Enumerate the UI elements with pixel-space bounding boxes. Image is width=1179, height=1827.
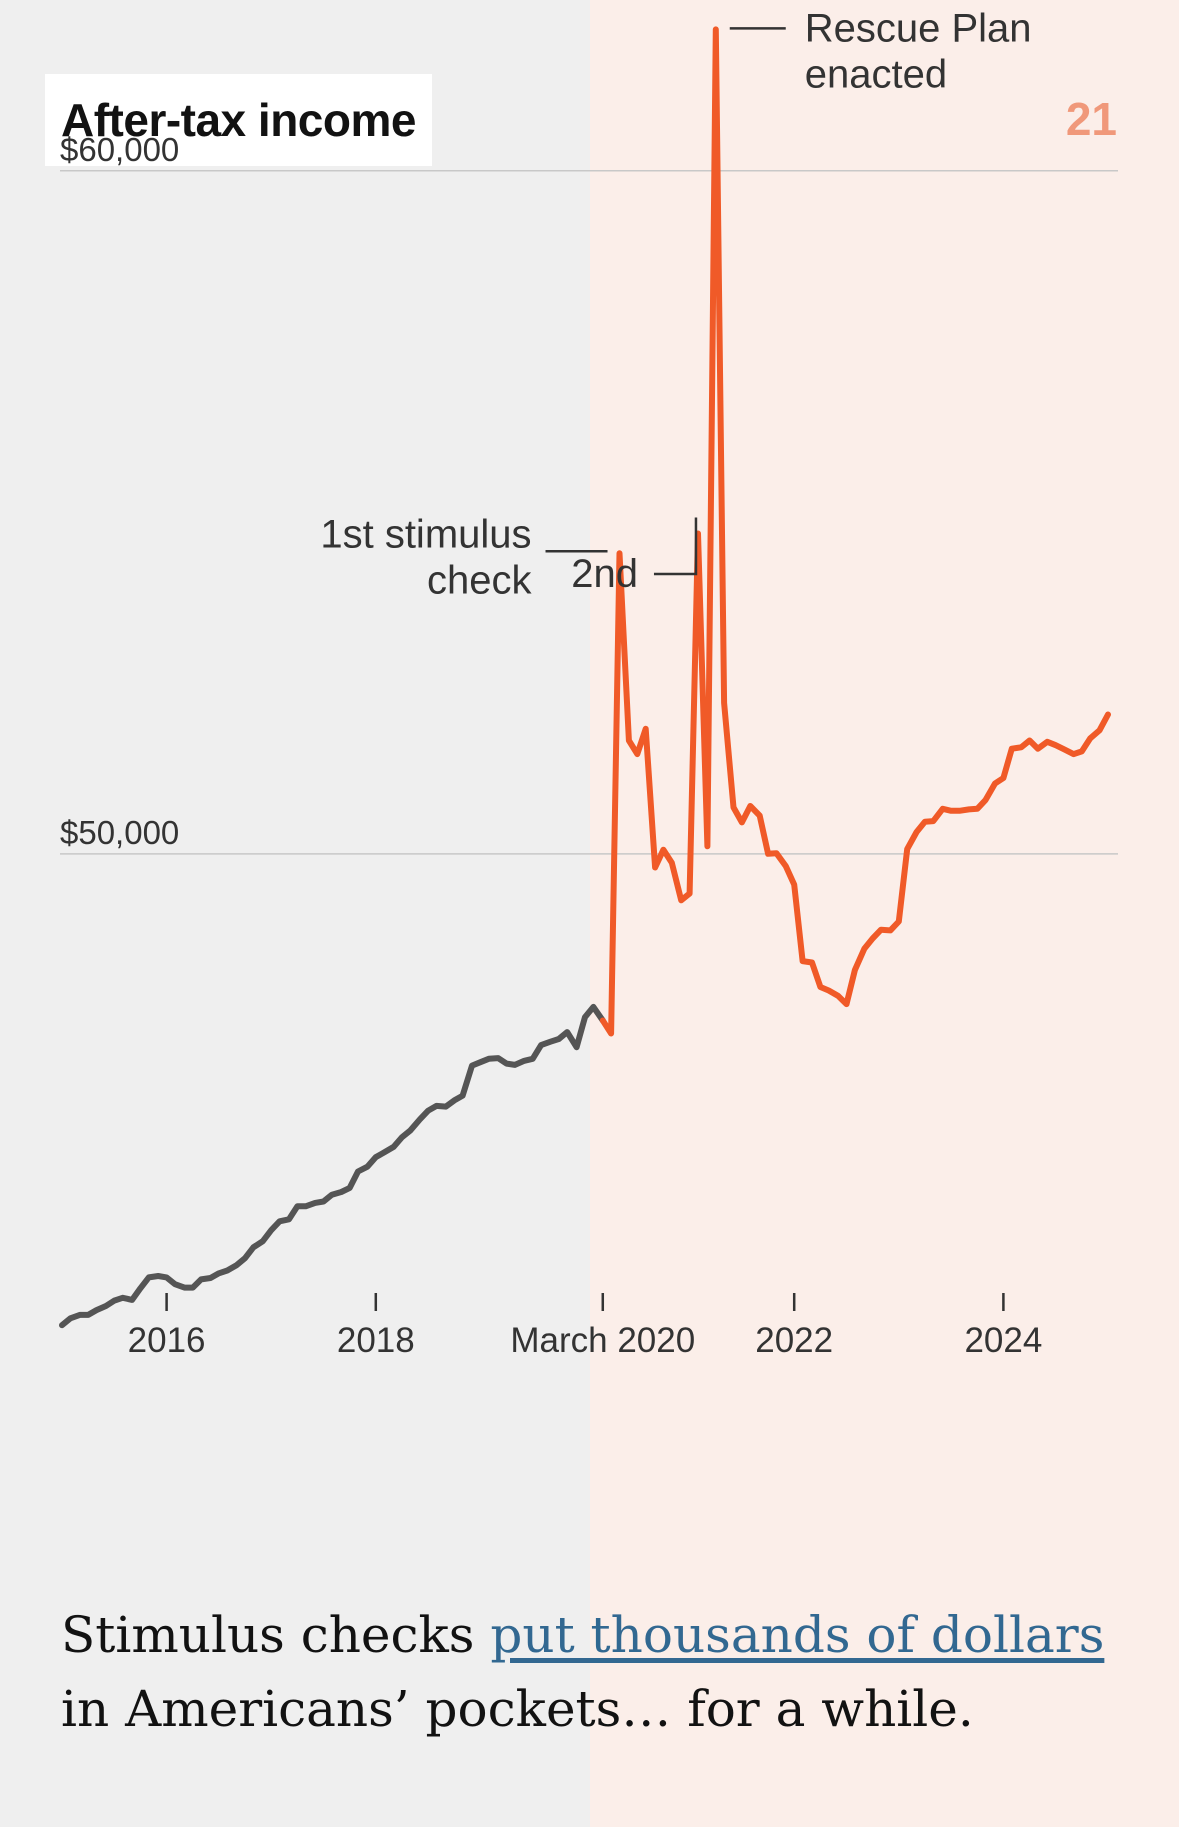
x-tick-label: 2024 [964, 1321, 1042, 1360]
series-line-pre-pandemic [59, 1003, 606, 1329]
caption-link[interactable]: put thousands of dollars [490, 1606, 1105, 1664]
annotation-1st-stimulus-text: check [427, 558, 532, 602]
chart-title: After-tax income [61, 94, 416, 146]
annotation-leader-2nd [653, 517, 698, 576]
x-tick-label: 2022 [755, 1321, 833, 1360]
y-tick-label: $60,000 [60, 131, 179, 168]
caption: Stimulus checks put thousands of dollars… [61, 1598, 1121, 1746]
caption-text-end: in Americans’ pockets… for a while. [61, 1680, 974, 1738]
annotation-rescue-plan-text: Rescue Plan [805, 6, 1032, 50]
grid-layer: $50,000 $60,000 [60, 131, 1118, 855]
annotation-1st-stimulus-text: 1st stimulus [320, 512, 531, 556]
after-tax-income-chart: $50,000 $60,000 2016 2018 March 2020 2022 202… [59, 0, 1118, 1360]
x-tick-label: 2018 [337, 1321, 415, 1360]
y-tick-label: $50,000 [60, 814, 179, 851]
page-number: 21 [1065, 93, 1117, 145]
annotation-rescue-plan-text: American [805, 0, 974, 4]
caption-text-start: Stimulus checks [61, 1606, 491, 1664]
title-box: After-tax income [45, 74, 432, 166]
x-tick-label: March 2020 [510, 1321, 695, 1360]
post-pandemic-background [590, 0, 1179, 1827]
series-line-post-pandemic [599, 26, 1111, 1037]
annotation-rescue-plan-text: enacted [805, 52, 947, 96]
x-axis: 2016 2018 March 2020 2022 2024 [128, 1293, 1042, 1360]
annotation-2nd-text: 2nd [571, 552, 638, 596]
line-layer [59, 26, 1111, 1329]
x-tick-label: 2016 [128, 1321, 206, 1360]
